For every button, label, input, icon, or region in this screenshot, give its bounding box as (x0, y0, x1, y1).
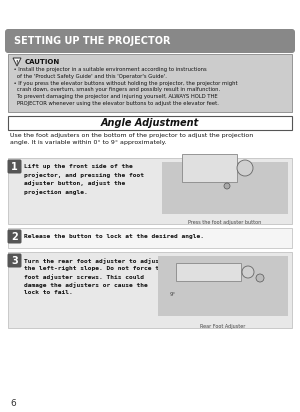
Circle shape (237, 160, 253, 176)
Bar (158, 256, 288, 316)
Bar (8, 54, 292, 112)
Bar (176, 263, 241, 281)
Text: 1: 1 (11, 162, 18, 171)
Text: SETTING UP THE PROJECTOR: SETTING UP THE PROJECTOR (14, 36, 170, 46)
FancyBboxPatch shape (8, 229, 22, 243)
FancyBboxPatch shape (5, 29, 295, 53)
Text: !: ! (16, 59, 18, 65)
Text: • Install the projector in a suitable environment according to instructions
   o: • Install the projector in a suitable en… (12, 67, 238, 106)
Text: Rear Foot Adjuster: Rear Foot Adjuster (200, 324, 246, 329)
Text: CAUTION: CAUTION (25, 59, 60, 65)
Text: Lift up the front side of the
projector, and pressing the foot
adjuster button, : Lift up the front side of the projector,… (24, 164, 144, 194)
Bar (182, 154, 237, 182)
Text: Turn the rear foot adjuster to adjust
the left-right slope. Do not force the
foo: Turn the rear foot adjuster to adjust th… (24, 258, 166, 295)
Text: Angle Adjustment: Angle Adjustment (101, 118, 199, 128)
Text: Use the foot adjusters on the bottom of the projector to adjust the projection
a: Use the foot adjusters on the bottom of … (10, 133, 253, 145)
Bar (162, 162, 288, 214)
Text: 2: 2 (11, 232, 18, 241)
Text: Release the button to lock at the desired angle.: Release the button to lock at the desire… (24, 234, 204, 239)
Circle shape (242, 266, 254, 278)
Bar (8, 158, 292, 224)
FancyBboxPatch shape (8, 159, 22, 173)
Bar (8, 116, 292, 130)
FancyBboxPatch shape (8, 253, 22, 267)
Polygon shape (13, 58, 21, 66)
Text: Press the foot adjuster button: Press the foot adjuster button (188, 220, 262, 225)
Circle shape (256, 274, 264, 282)
Text: 9°: 9° (170, 292, 176, 297)
Text: 6: 6 (10, 398, 16, 407)
Circle shape (224, 183, 230, 189)
Bar (8, 252, 292, 328)
Bar (8, 228, 292, 248)
Text: 3: 3 (11, 255, 18, 265)
